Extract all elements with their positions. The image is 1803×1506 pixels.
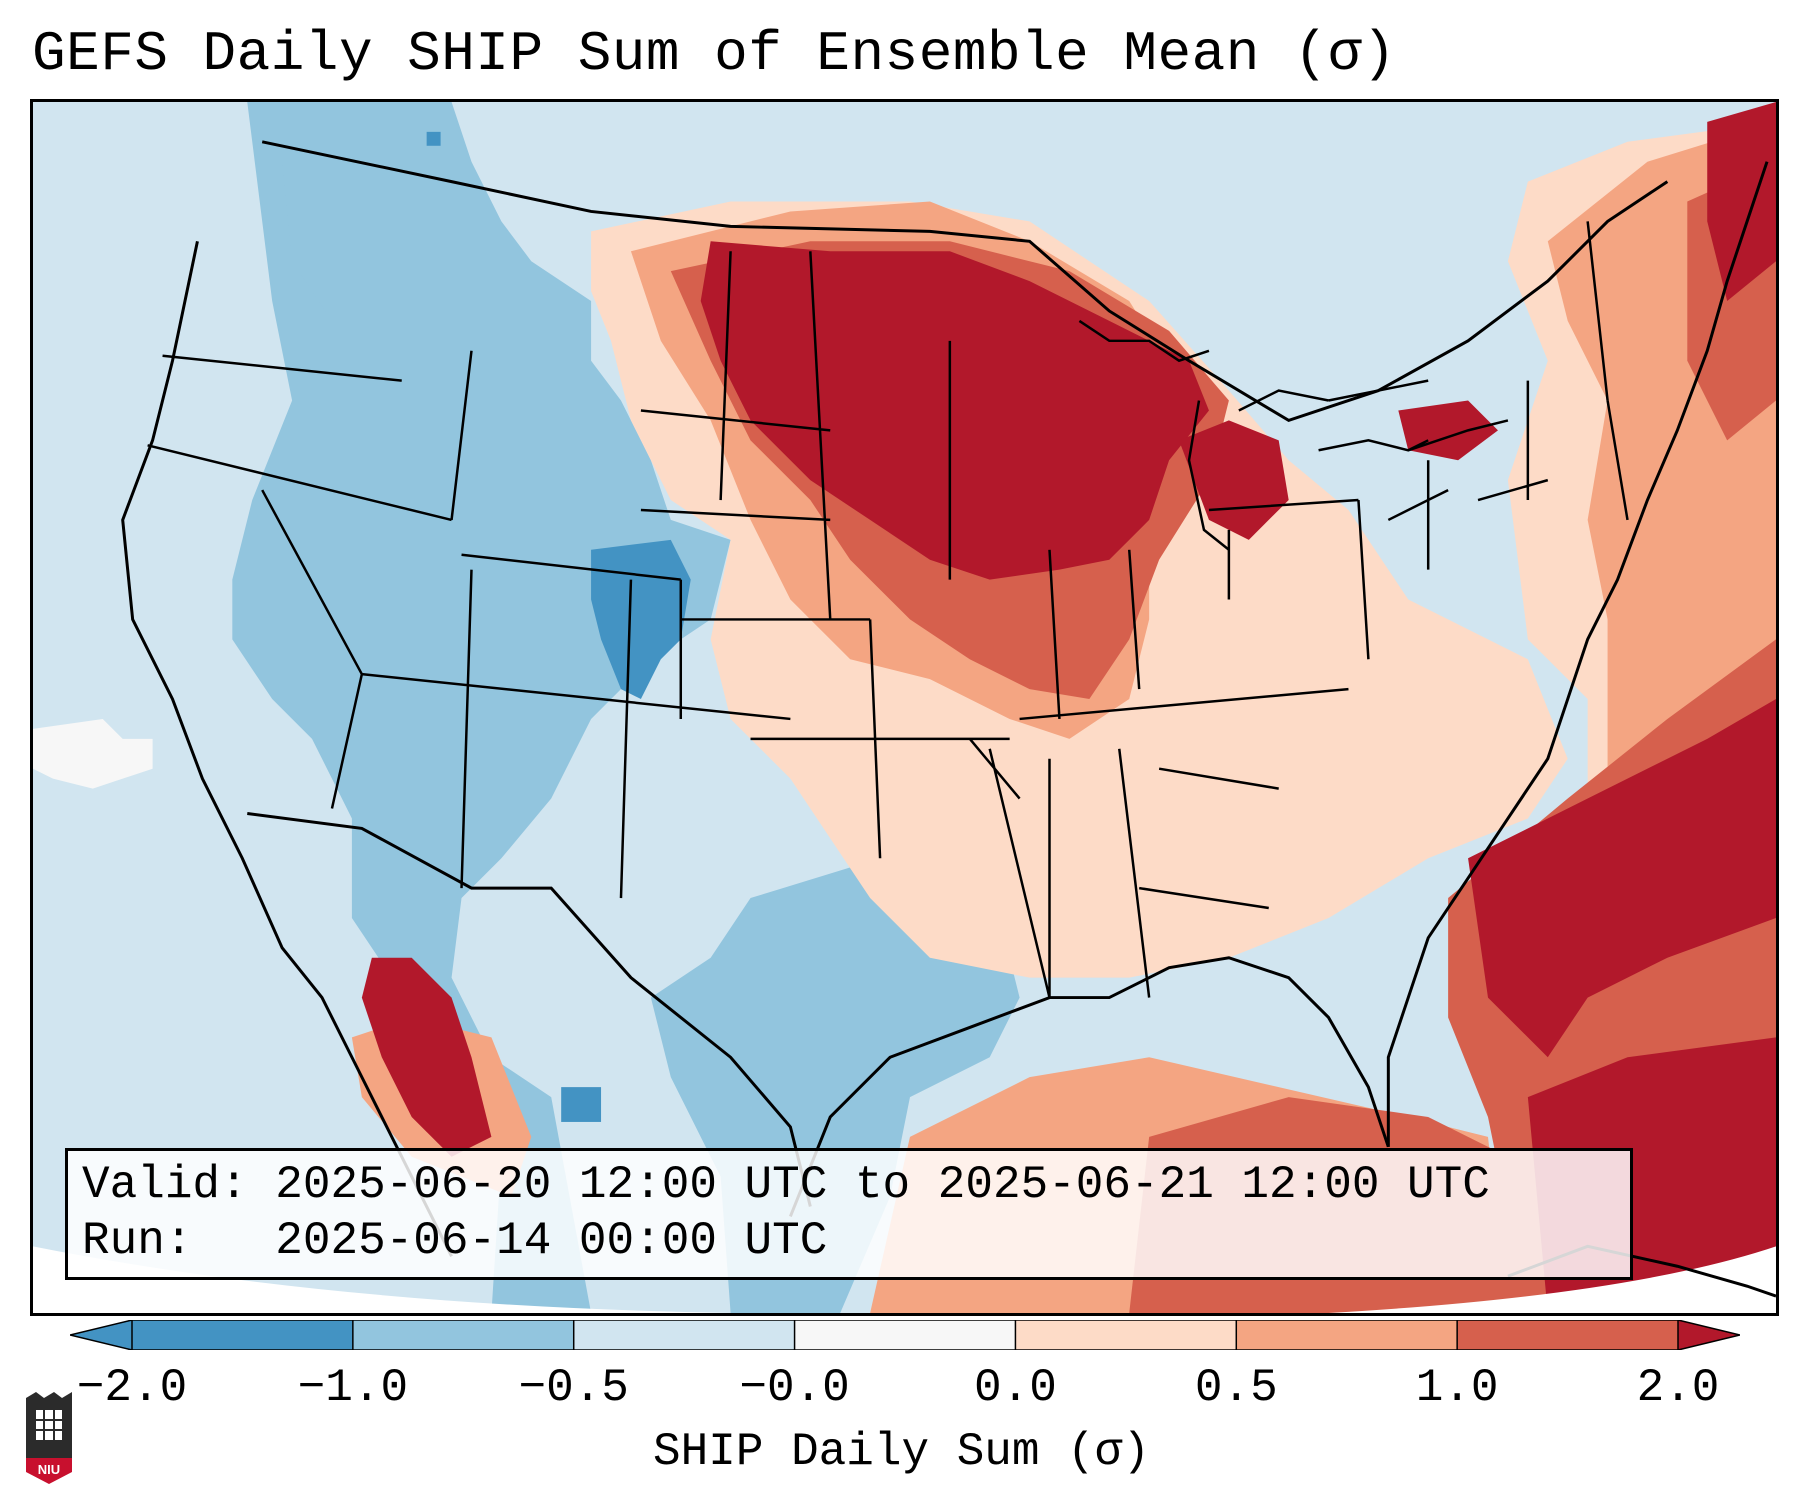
niu-logo: NIU: [26, 1392, 72, 1484]
colorbar-segment: [1236, 1320, 1458, 1350]
neutral-patch-pacific: [33, 718, 153, 789]
colorbar-tick-label: −2.0: [76, 1362, 188, 1414]
colorbar-tick-label: −1.0: [297, 1362, 409, 1414]
colorbar-tick-label: −0.5: [518, 1362, 629, 1414]
west-coastline: [121, 241, 453, 1257]
colorbar-extend-max: [1678, 1320, 1740, 1350]
valid-value: 2025-06-20 12:00 UTC to 2025-06-21 12:00…: [275, 1159, 1490, 1211]
colorbar-segment: [573, 1320, 796, 1350]
east-coastline: [1386, 161, 1769, 1147]
colorbar-tick-label: −0.0: [739, 1362, 850, 1414]
colorbar: [70, 1320, 1740, 1350]
projection-edge-mask: [33, 1246, 1776, 1313]
neg-region-idaho: [282, 161, 412, 321]
extreme-pos-atlantic: [1468, 699, 1776, 1058]
run-label: Run:: [82, 1215, 193, 1267]
colorbar-segment: [1457, 1320, 1679, 1350]
colorbar-tick-label: 0.5: [1194, 1362, 1278, 1414]
valid-run-info: Valid: 2025-06-20 12:00 UTC to 2025-06-2…: [65, 1148, 1633, 1280]
valid-label: Valid:: [82, 1159, 248, 1211]
colorbar-segment: [794, 1320, 1016, 1350]
neg-region-west: [232, 102, 731, 1313]
extreme-pos-great-lakes: [1179, 420, 1289, 540]
mexico-border: [247, 811, 812, 1207]
colorbar-tick-label: 2.0: [1636, 1362, 1720, 1414]
strong-neg-colorado: [591, 539, 691, 700]
logo-text: NIU: [38, 1462, 60, 1477]
colorbar-tick-label: 1.0: [1415, 1362, 1499, 1414]
colorbar-tick-label: 0.0: [974, 1362, 1057, 1414]
logo-window-grid: [36, 1410, 62, 1440]
colorbar-segment: [132, 1320, 354, 1350]
strong-neg-sonora: [561, 1087, 602, 1122]
colorbar-extend-min: [70, 1320, 132, 1350]
colorbar-segment: [352, 1320, 575, 1350]
state-borders: [147, 221, 1629, 998]
great-lakes: [1078, 319, 1509, 551]
map-panel: [30, 99, 1779, 1316]
run-value: 2025-06-14 00:00 UTC: [275, 1215, 828, 1267]
strong-neg-pixel: [426, 131, 441, 146]
logo-shield: [26, 1458, 72, 1484]
extreme-pos-mexico: [361, 957, 492, 1157]
colorbar-segments: [70, 1320, 1740, 1350]
chart-title: GEFS Daily SHIP Sum of Ensemble Mean (σ): [32, 22, 1397, 86]
anomaly-map: [33, 102, 1776, 1313]
extreme-pos-northeast: [1707, 102, 1776, 302]
canada-border: [261, 140, 1669, 423]
extreme-pos-midwest: [700, 241, 1209, 580]
colorbar-label: SHIP Daily Sum (σ): [653, 1426, 1150, 1478]
logo-window: [36, 1410, 62, 1440]
logo-crenellation: [26, 1392, 72, 1398]
gulf-coastline: [789, 956, 1390, 1218]
colorbar-segment: [1015, 1320, 1237, 1350]
